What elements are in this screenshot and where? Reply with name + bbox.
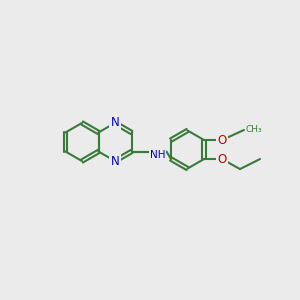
Text: N: N bbox=[111, 154, 119, 168]
Text: O: O bbox=[218, 153, 226, 166]
Text: CH₃: CH₃ bbox=[246, 124, 262, 134]
Text: O: O bbox=[218, 134, 226, 146]
Text: N: N bbox=[111, 116, 119, 129]
Text: NH: NH bbox=[150, 149, 165, 160]
